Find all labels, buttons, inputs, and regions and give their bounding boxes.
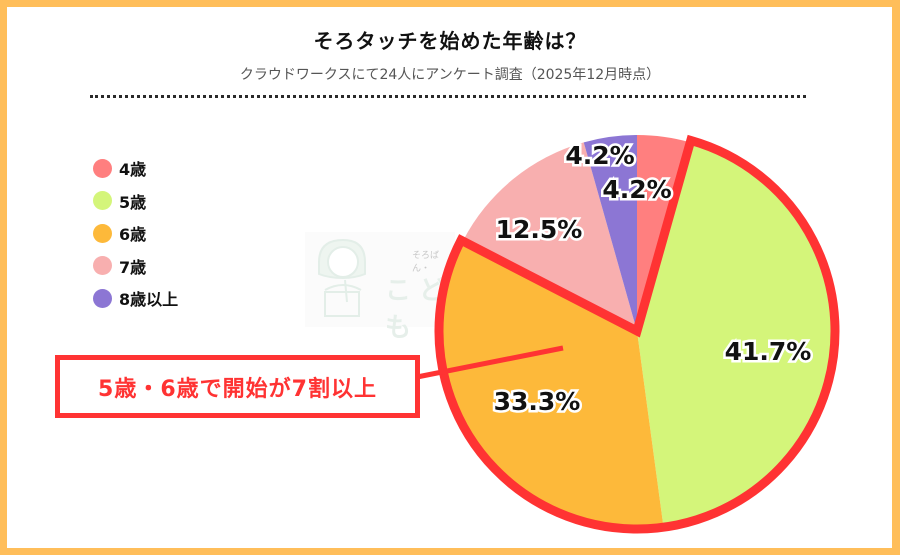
callout-text: 5歳・6歳で開始が7割以上: [98, 376, 377, 402]
dotted-divider: [90, 95, 806, 98]
pie-slice-2: [637, 142, 833, 526]
legend-dot-icon: [93, 191, 112, 210]
watermark-title: こども: [385, 276, 454, 343]
callout-connector: [411, 345, 564, 381]
legend-label: 6歳: [119, 225, 147, 244]
legend-item-7: 7歳: [93, 256, 178, 277]
slice-value-label: 12.5%: [496, 215, 583, 244]
legend-dot-icon: [93, 158, 112, 178]
slice-value-label: 33.3%: [494, 387, 581, 416]
child-illustration-icon: [318, 238, 366, 317]
legend-label: 4歳: [119, 160, 147, 179]
slice-value-label: 41.7%: [725, 337, 812, 366]
legend-dot-icon: [93, 288, 112, 308]
slice-labels: 4.2% 41.7% 33.3% 12.5% 4.2%: [491, 139, 814, 419]
highlight-outline: [434, 134, 840, 534]
legend-label: 8歳以上: [119, 290, 179, 309]
legend-item-5: 5歳: [93, 191, 178, 212]
slice-value-label: 4.2%: [565, 141, 634, 170]
legend-item-6: 6歳: [93, 223, 178, 244]
pie-slice-4: [462, 142, 637, 331]
chart-title: そろタッチを始めた年齢は？: [313, 29, 587, 53]
legend-item-8plus: 8歳以上: [93, 288, 179, 309]
legend-label: 7歳: [119, 257, 147, 277]
legend-dot-icon: [93, 223, 112, 243]
callout-box: 5歳・6歳で開始が7割以上: [55, 355, 420, 418]
legend-dot-icon: [93, 256, 112, 275]
slice-value-label: 4.2%: [602, 175, 671, 204]
legend-label: 5歳: [119, 192, 147, 212]
pie-slice-3: [441, 241, 664, 527]
chart-subtitle: クラウドワークスにて24人にアンケート調査（2025年12月時点）: [239, 67, 661, 83]
watermark-logo: そろばん・ こども: [305, 232, 455, 343]
legend-item-4: 4歳: [93, 158, 178, 179]
legend: 4歳 5歳 6歳 7歳 8歳以上: [93, 158, 178, 321]
pie-slice-5: [583, 135, 637, 331]
watermark-caption: そろばん・: [412, 251, 440, 274]
